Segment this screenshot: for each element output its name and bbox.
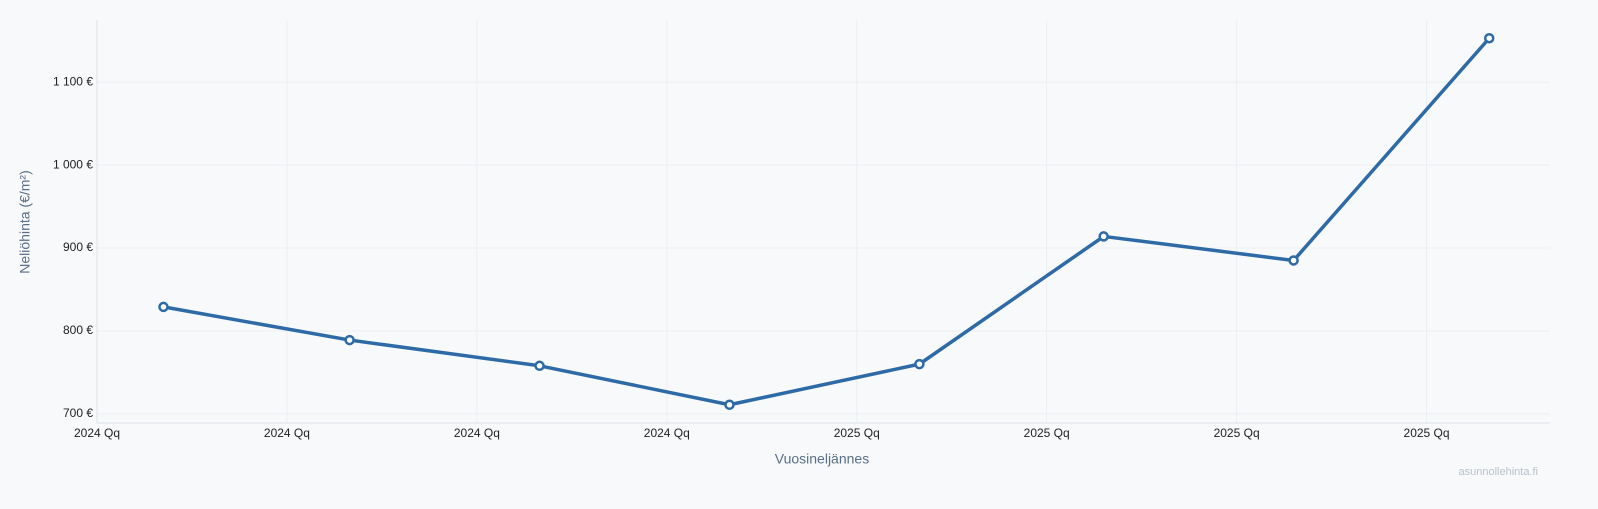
x-axis-title: Vuosineljännes xyxy=(775,451,869,467)
x-tick-label: 2025 Qq xyxy=(1404,426,1450,440)
x-tick-label: 2024 Qq xyxy=(454,426,500,440)
x-tick-label: 2025 Qq xyxy=(1214,426,1260,440)
point xyxy=(914,358,925,370)
line xyxy=(163,37,1491,407)
y-axis-title: Neliöhinta (€/m²) xyxy=(17,170,33,273)
point xyxy=(534,360,545,372)
point xyxy=(1098,231,1109,242)
x-tick-label: 2024 Qq xyxy=(644,426,690,440)
y-tick-label: 1 000 € xyxy=(53,157,93,171)
x-tick-label: 2024 Qq xyxy=(264,426,310,440)
point xyxy=(1483,32,1495,44)
watermark: asunnollehinta.fi xyxy=(1458,466,1538,478)
point xyxy=(344,334,355,346)
y-tick-label: 1 100 € xyxy=(53,74,93,88)
x-tick-label: 2025 Qq xyxy=(1024,426,1070,440)
point xyxy=(158,301,169,313)
x-tick-label: 2025 Qq xyxy=(834,426,880,440)
x-tick-label: 2024 Qq xyxy=(74,426,120,440)
y-tick-label: 700 € xyxy=(63,406,93,420)
point xyxy=(1288,255,1299,266)
y-tick-label: 800 € xyxy=(63,323,93,337)
y-tick-label: 900 € xyxy=(63,240,93,254)
point xyxy=(724,399,735,411)
